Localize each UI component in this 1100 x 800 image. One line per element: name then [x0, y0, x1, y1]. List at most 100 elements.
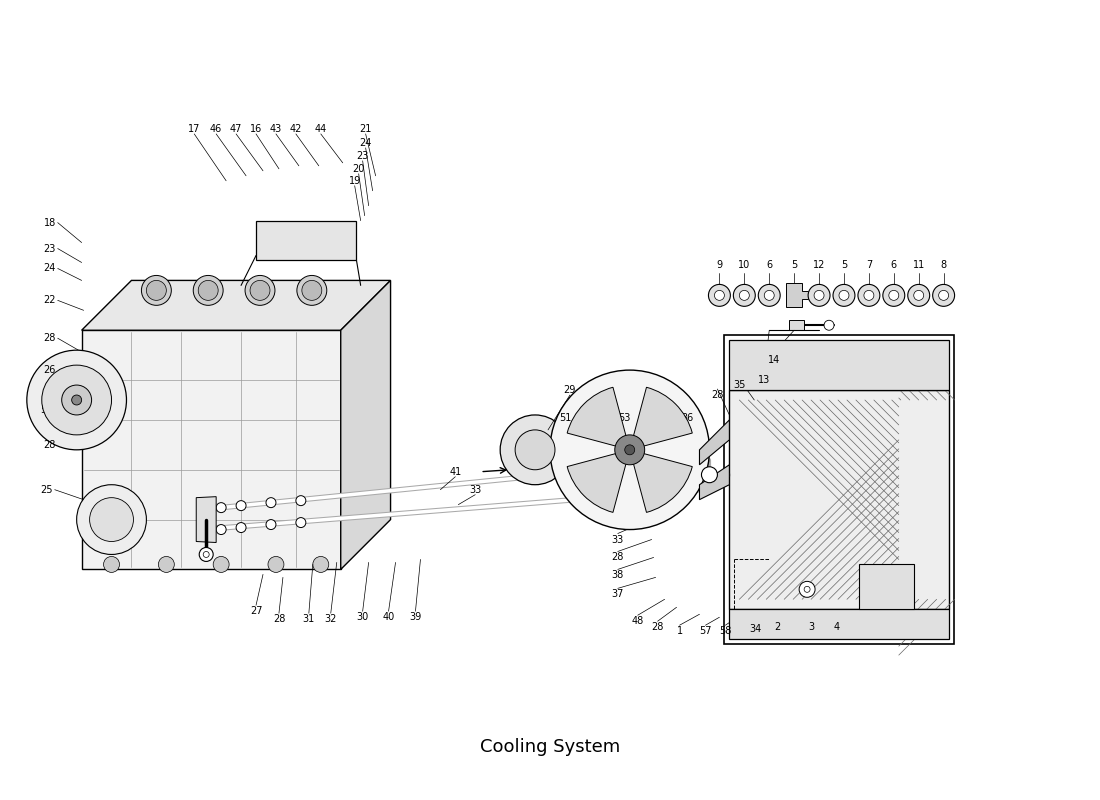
Text: 33: 33 — [612, 534, 624, 545]
Text: 20: 20 — [352, 164, 365, 174]
Bar — [729, 340, 948, 390]
Text: 22: 22 — [44, 295, 56, 306]
Text: 26: 26 — [44, 365, 56, 375]
Polygon shape — [700, 420, 729, 465]
Text: 21: 21 — [360, 124, 372, 134]
Text: 17: 17 — [188, 124, 200, 134]
Polygon shape — [196, 497, 217, 542]
Circle shape — [500, 415, 570, 485]
Text: Cooling System: Cooling System — [480, 738, 620, 756]
Circle shape — [236, 522, 246, 533]
Text: 8: 8 — [940, 261, 947, 270]
Text: 58: 58 — [719, 626, 732, 636]
Text: 14: 14 — [768, 355, 780, 365]
Text: 41: 41 — [449, 466, 462, 477]
Text: 57: 57 — [700, 626, 712, 636]
Text: 32: 32 — [324, 614, 337, 624]
Circle shape — [889, 290, 899, 300]
Circle shape — [933, 285, 955, 306]
Text: 6: 6 — [767, 261, 772, 270]
Text: 29: 29 — [563, 385, 576, 395]
Circle shape — [804, 586, 810, 592]
Circle shape — [908, 285, 930, 306]
Circle shape — [864, 290, 873, 300]
Circle shape — [312, 557, 329, 572]
Text: 31: 31 — [302, 614, 315, 624]
Circle shape — [250, 281, 270, 300]
Circle shape — [739, 290, 749, 300]
Circle shape — [858, 285, 880, 306]
Circle shape — [808, 285, 830, 306]
Text: 28: 28 — [44, 440, 56, 450]
Circle shape — [213, 557, 229, 572]
Circle shape — [814, 290, 824, 300]
Circle shape — [615, 435, 645, 465]
Circle shape — [515, 430, 556, 470]
Text: 44: 44 — [315, 124, 327, 134]
Text: 34: 34 — [749, 624, 761, 634]
Text: 3: 3 — [808, 622, 814, 632]
Text: 12: 12 — [813, 261, 825, 270]
Circle shape — [938, 290, 948, 300]
Circle shape — [194, 275, 223, 306]
Text: 28: 28 — [651, 622, 663, 632]
Text: 47: 47 — [230, 124, 242, 134]
Circle shape — [296, 496, 306, 506]
Text: 10: 10 — [738, 261, 750, 270]
Text: 4: 4 — [834, 622, 840, 632]
Text: 52: 52 — [659, 413, 671, 423]
Polygon shape — [786, 283, 808, 307]
Circle shape — [714, 290, 725, 300]
Bar — [789, 320, 804, 330]
Text: 43: 43 — [270, 124, 282, 134]
Text: 13: 13 — [758, 375, 770, 385]
Text: 5: 5 — [840, 261, 847, 270]
Text: 51: 51 — [559, 413, 571, 423]
Text: 23: 23 — [356, 151, 369, 161]
Polygon shape — [341, 281, 390, 570]
Text: 30: 30 — [356, 612, 369, 622]
Wedge shape — [568, 387, 629, 450]
Text: 54: 54 — [638, 413, 651, 423]
Text: 28: 28 — [273, 614, 285, 624]
Text: 6: 6 — [891, 261, 896, 270]
Text: 5: 5 — [791, 261, 798, 270]
Circle shape — [158, 557, 174, 572]
Wedge shape — [568, 450, 629, 512]
Circle shape — [799, 582, 815, 598]
Text: 18: 18 — [44, 218, 56, 228]
Circle shape — [764, 290, 774, 300]
Circle shape — [833, 285, 855, 306]
Circle shape — [734, 285, 756, 306]
Text: 56: 56 — [598, 413, 611, 423]
Circle shape — [146, 281, 166, 300]
Circle shape — [89, 498, 133, 542]
Circle shape — [72, 395, 81, 405]
Circle shape — [236, 501, 246, 510]
Circle shape — [245, 275, 275, 306]
Circle shape — [883, 285, 905, 306]
Polygon shape — [700, 465, 729, 500]
Circle shape — [266, 519, 276, 530]
Circle shape — [702, 466, 717, 482]
Polygon shape — [256, 221, 355, 261]
Circle shape — [103, 557, 120, 572]
Text: 42: 42 — [289, 124, 302, 134]
Text: 50: 50 — [41, 405, 53, 415]
Circle shape — [824, 320, 834, 330]
Circle shape — [301, 281, 322, 300]
Polygon shape — [544, 440, 590, 460]
Text: 1: 1 — [676, 626, 683, 636]
Circle shape — [62, 385, 91, 415]
Text: 53: 53 — [618, 413, 631, 423]
Text: 7: 7 — [866, 261, 872, 270]
Text: 36: 36 — [681, 413, 694, 423]
Circle shape — [142, 275, 172, 306]
Circle shape — [77, 485, 146, 554]
Circle shape — [550, 370, 710, 530]
Text: 48: 48 — [631, 616, 644, 626]
Circle shape — [839, 290, 849, 300]
Text: 28: 28 — [712, 390, 724, 400]
Circle shape — [708, 285, 730, 306]
Circle shape — [758, 285, 780, 306]
